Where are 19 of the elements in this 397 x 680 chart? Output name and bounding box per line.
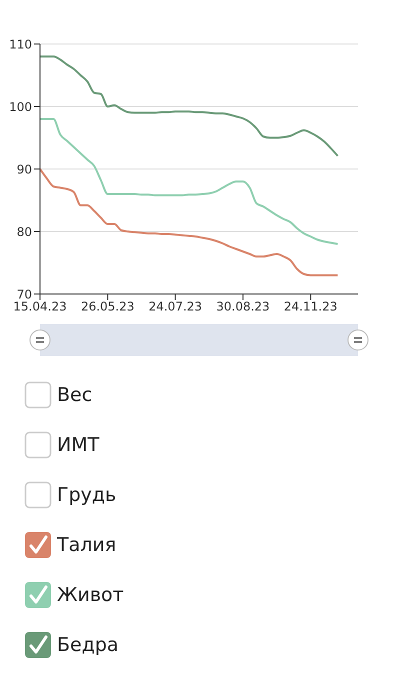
legend-label: Талия [57,534,116,556]
y-tick-label: 70 [16,287,32,302]
x-tick-label: 26.05.23 [80,300,134,314]
legend-label: Грудь [57,484,116,506]
y-tick-label: 110 [9,37,32,52]
legend-label: ИМТ [57,434,100,456]
legend-label: Живот [57,584,124,606]
x-tick-label: 24.07.23 [148,300,202,314]
y-tick-label: 100 [9,100,32,114]
x-tick-label: 30.08.23 [216,300,270,314]
y-tick-label: 80 [16,224,32,239]
x-tick-label: 24.11.23 [284,300,338,314]
y-tick-label: 90 [16,162,32,176]
line-series [40,168,339,276]
line-series [40,118,339,245]
legend-label: Вес [57,384,92,406]
legend-label: Бедра [57,634,119,656]
line-series [40,56,339,157]
x-tick-label: 15.04.23 [13,300,67,314]
